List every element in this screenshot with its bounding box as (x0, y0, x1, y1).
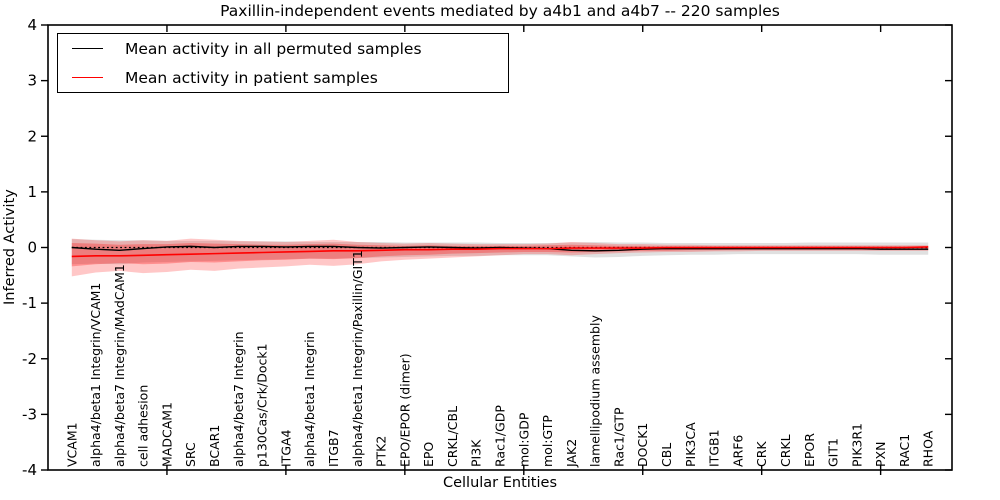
category-label: CBL (659, 443, 674, 467)
category-label: alpha4/beta7 Integrin (231, 331, 246, 467)
y-tick-label: 1 (27, 183, 37, 201)
category-label: SRC (183, 442, 198, 467)
category-label: EPO/EPOR (dimer) (397, 353, 412, 467)
category-label: alpha4/beta7 Integrin/MAdCAM1 (112, 264, 127, 467)
y-tick-label: -3 (22, 405, 37, 423)
chart-title: Paxillin-independent events mediated by … (220, 2, 780, 20)
category-label: alpha4/beta1 Integrin/VCAM1 (88, 283, 103, 467)
y-tick-label: 0 (27, 239, 37, 257)
category-label: ARF6 (730, 435, 745, 467)
category-label: PTK2 (374, 436, 389, 467)
y-tick-label: -1 (22, 294, 37, 312)
category-label: EPO (421, 442, 436, 467)
category-label: GIT1 (826, 438, 841, 467)
category-label: alpha4/beta1 Integrin (302, 331, 317, 467)
category-label: ITGB1 (707, 429, 722, 467)
y-tick-label: 3 (27, 72, 37, 90)
category-label: VCAM1 (64, 422, 79, 467)
legend-entry-patient: Mean activity in patient samples (58, 64, 508, 92)
category-label: MADCAM1 (159, 402, 174, 467)
category-label: JAK2 (564, 439, 579, 468)
y-tick-label: -2 (22, 350, 37, 368)
category-label: ITGB7 (326, 429, 341, 467)
category-label: CRK (754, 441, 769, 467)
category-label: BCAR1 (207, 425, 222, 467)
category-label: RAC1 (897, 434, 912, 467)
permuted-mean-line (71, 245, 929, 252)
category-label: cell adhesion (136, 385, 151, 467)
category-label: PIK3CA (683, 422, 698, 467)
category-label: RHOA (921, 430, 936, 467)
y-tick-label: 2 (27, 127, 37, 145)
category-label: PIK3R1 (849, 423, 864, 467)
category-label: PXN (873, 442, 888, 467)
category-label: CRKL/CBL (445, 406, 460, 467)
permuted-std-band (71, 239, 929, 265)
category-label: mol:GDP (516, 412, 531, 467)
category-label: CRKL (778, 434, 793, 467)
y-tick-label: 4 (27, 16, 37, 34)
y-tick-label: -4 (22, 461, 37, 479)
legend: Mean activity in all permuted samples Me… (57, 33, 509, 93)
patient-line-swatch-icon (72, 77, 103, 78)
category-label: EPOR (802, 433, 817, 467)
category-label: Rac1/GDP (493, 405, 508, 467)
category-label: p130Cas/Crk/Dock1 (255, 343, 270, 467)
category-label: lamellipodium assembly (588, 315, 603, 467)
category-label: alpha4/beta1 Integrin/Paxillin/GIT1 (350, 250, 365, 467)
permuted-line-swatch-icon (72, 48, 103, 49)
legend-entry-permuted: Mean activity in all permuted samples (58, 35, 508, 63)
x-axis-label: Cellular Entities (442, 475, 558, 491)
category-label: PI3K (469, 439, 484, 467)
category-label: ITGA4 (278, 429, 293, 467)
y-axis-label: Inferred Activity (2, 189, 18, 306)
legend-label-permuted: Mean activity in all permuted samples (125, 39, 422, 58)
category-label: mol:GTP (540, 415, 555, 467)
legend-label-patient: Mean activity in patient samples (125, 68, 378, 87)
category-label: Rac1/GTP (611, 407, 626, 467)
patient-mean-line (71, 246, 929, 258)
category-label: DOCK1 (635, 423, 650, 467)
